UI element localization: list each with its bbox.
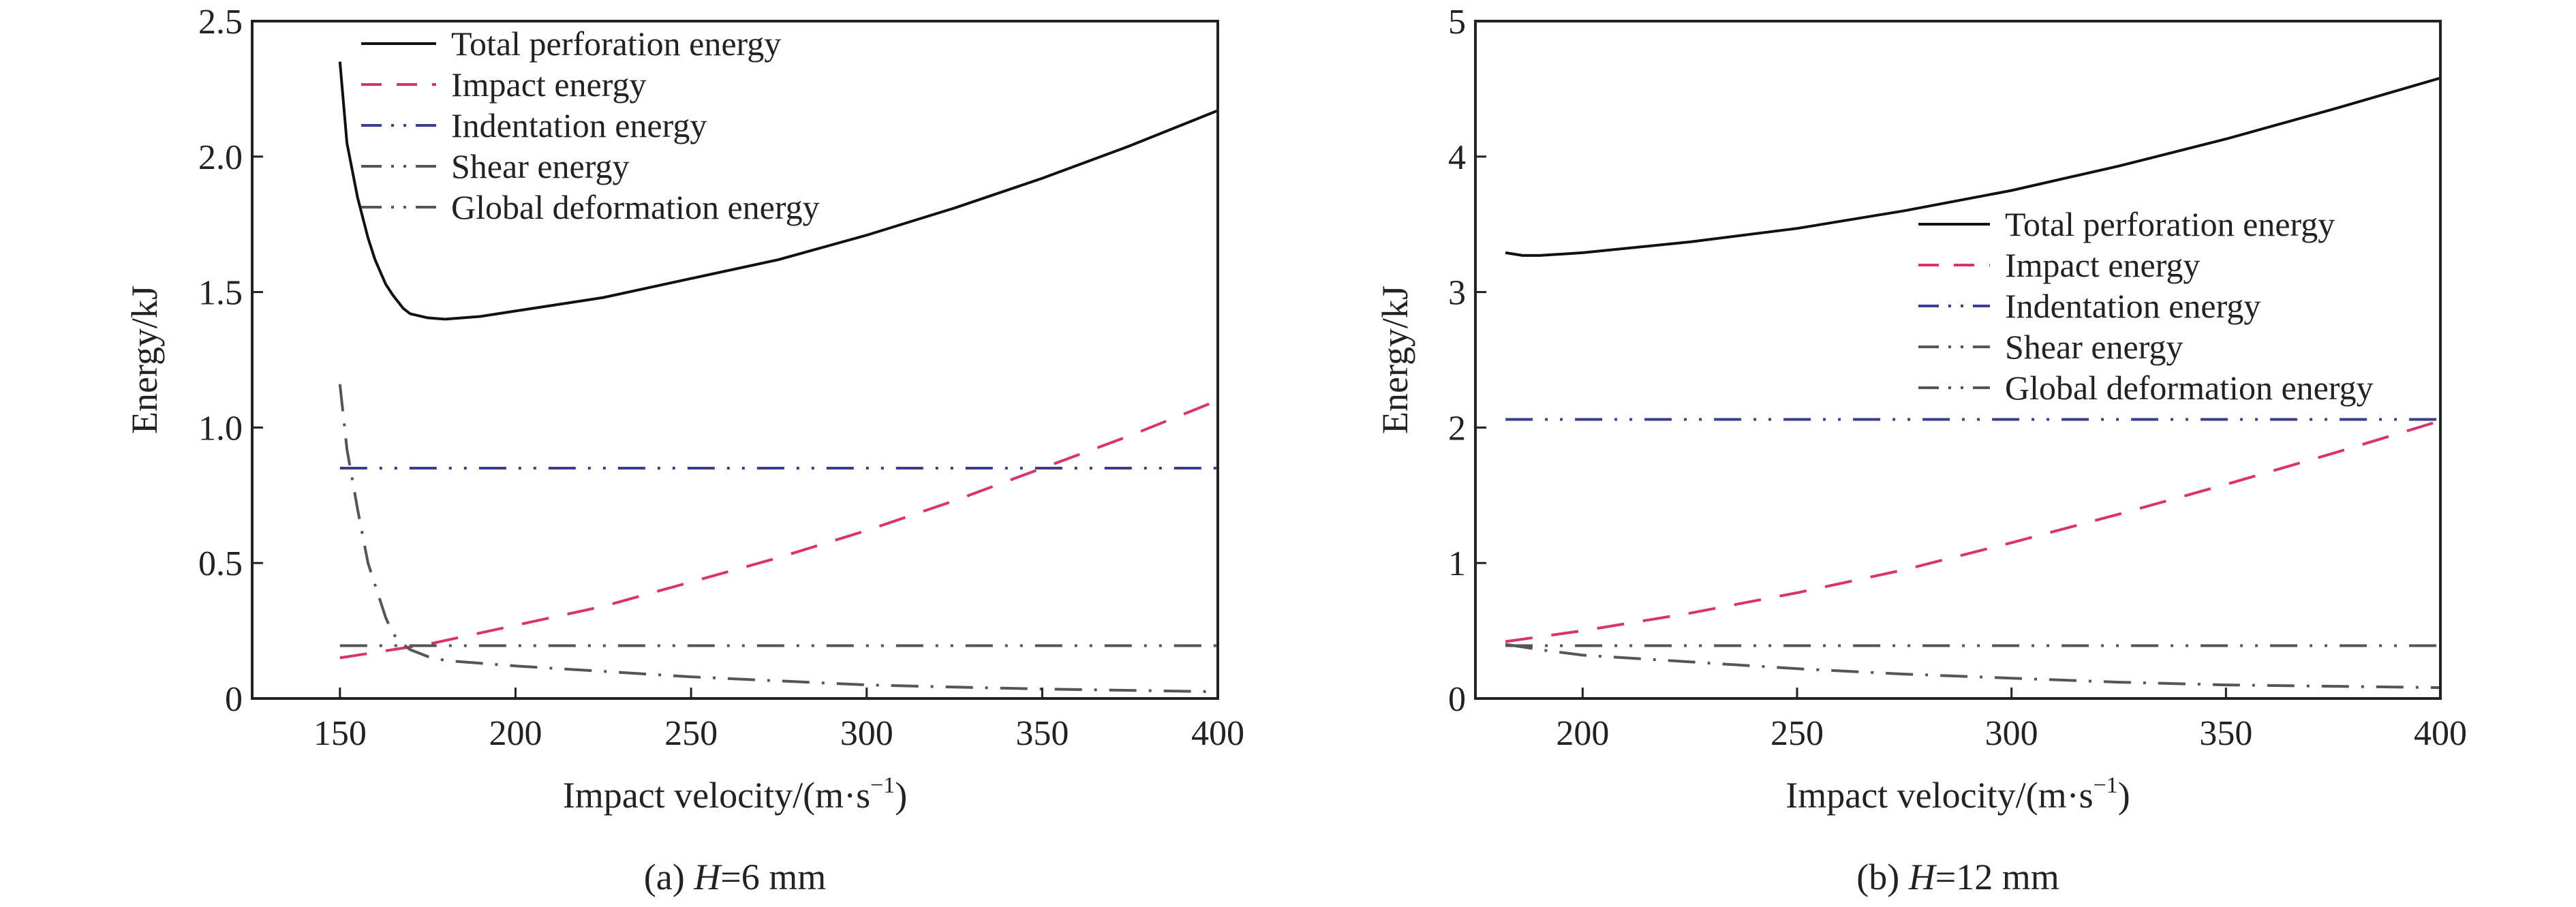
caption-variable: H: [1908, 857, 1937, 897]
x-tick-label: 400: [2414, 714, 2467, 753]
series-line-global-deformation-energy: [338, 384, 1218, 694]
y-tick-label: 2.5: [198, 3, 243, 42]
series-line-impact-energy: [339, 399, 1218, 660]
x-tick-label: 350: [2199, 714, 2252, 753]
x-axis-label-superscript: −1: [2094, 773, 2118, 798]
x-tick-label: 400: [1191, 714, 1244, 753]
legend-label: Shear energy: [451, 147, 629, 185]
x-axis-label-end: ): [895, 775, 907, 816]
legend-label: Global deformation energy: [2005, 369, 2374, 407]
plot-frame: [1474, 20, 2442, 700]
chart-panel-b: 200 250 300 350 400 0 1 2 3 4 5 Impact velocity/(m·…: [1375, 3, 2467, 897]
panel-caption: (b) H=12 mm: [1856, 857, 2059, 897]
y-tick-label: 0: [1448, 680, 1466, 719]
y-tick-label: 0: [225, 680, 243, 719]
x-tick-label: 300: [840, 714, 893, 753]
plot-frame: [251, 20, 1219, 700]
x-axis-label: Impact velocity/(m·s−1): [1785, 773, 2130, 816]
y-tick-label: 2: [1448, 409, 1466, 448]
series-line-total-perforation-energy: [1505, 76, 2441, 257]
legend-label: Shear energy: [2005, 328, 2183, 366]
x-axis-label: Impact velocity/(m·s−1): [563, 773, 908, 816]
y-axis-label: Energy/kJ: [1375, 286, 1415, 434]
x-tick-label: 350: [1015, 714, 1069, 753]
y-tick-label: 1: [1448, 544, 1466, 583]
x-tick-label: 150: [313, 714, 367, 753]
legend-label: Indentation energy: [2005, 287, 2260, 325]
legend-label: Impact energy: [2005, 246, 2200, 284]
y-tick-label: 0.5: [198, 544, 243, 583]
legend-label: Total perforation energy: [2005, 205, 2335, 243]
panel-caption: (a) H=6 mm: [644, 857, 826, 897]
x-axis-label-end: ): [2118, 775, 2130, 816]
legend-label: Global deformation energy: [451, 188, 820, 226]
series-line-global-deformation-energy: [1505, 643, 2441, 690]
x-tick-label: 300: [1985, 714, 2038, 753]
series-line-total-perforation-energy: [338, 61, 1218, 321]
legend-label: Impact energy: [451, 65, 646, 104]
x-tick-label: 250: [664, 714, 718, 753]
caption-variable: H: [693, 857, 722, 897]
y-tick-label: 1.5: [198, 274, 243, 313]
y-tick-label: 3: [1448, 274, 1466, 313]
y-tick-label: 1.0: [198, 409, 243, 448]
series-line-impact-energy: [1505, 419, 2441, 643]
y-tick-label: 5: [1448, 3, 1466, 42]
legend-label: Indentation energy: [451, 106, 707, 144]
y-tick-label: 2.0: [198, 138, 243, 177]
legend-label: Total perforation energy: [451, 25, 781, 63]
x-tick-label: 250: [1770, 714, 1824, 753]
x-axis-label-superscript: −1: [870, 773, 895, 798]
x-tick-label: 200: [1556, 714, 1609, 753]
y-axis-label: Energy/kJ: [124, 286, 165, 434]
y-tick-label: 4: [1448, 138, 1466, 177]
x-tick-label: 200: [489, 714, 542, 753]
chart-panel-a: 150 200 250 300 350 400 0 0.5 1.0 1.5 2.0 2.5 Impact…: [124, 3, 1244, 897]
